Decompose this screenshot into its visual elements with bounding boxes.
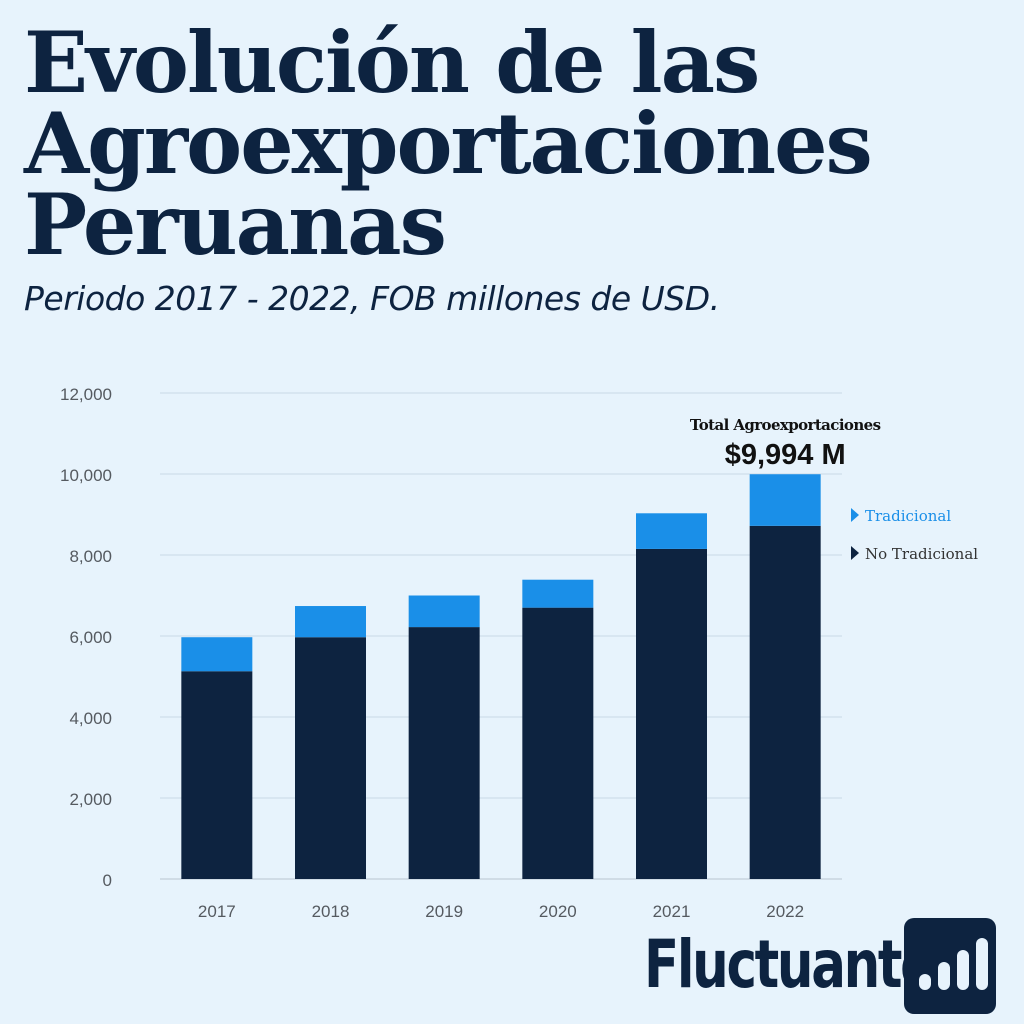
legend-marker (851, 546, 859, 560)
bar-tradicional-2019 (408, 595, 480, 628)
y-tick-label: 10,000 (60, 466, 112, 485)
bar-no-tradicional-2017 (181, 671, 253, 879)
y-tick-label: 6,000 (69, 628, 112, 647)
y-tick-label: 8,000 (69, 547, 112, 566)
bar-no-tradicional-2018 (295, 637, 366, 879)
y-tick-label: 4,000 (69, 709, 112, 728)
bar-no-tradicional-2020 (522, 607, 594, 879)
bar-no-tradicional-2021 (636, 548, 707, 879)
bar-tradicional-2022 (749, 474, 821, 526)
stacked-bar-chart: 0 2,000 4,000 6,000 8,000 10,000 12,000 2017 201… (60, 385, 978, 920)
bar-chart-icon (904, 918, 996, 1014)
page-subtitle: Periodo 2017 - 2022, FOB millones de USD… (24, 279, 720, 318)
x-tick-label: 2021 (653, 902, 691, 920)
title-line-1: Evolución de las (24, 13, 760, 112)
bar-no-tradicional-2019 (408, 627, 480, 879)
x-tick-label: 2022 (766, 902, 804, 920)
x-tick-label: 2017 (198, 902, 236, 920)
x-tick-label: 2018 (312, 902, 350, 920)
title-line-2: Agroexportaciones (24, 94, 873, 193)
y-tick-label: 2,000 (69, 790, 112, 809)
x-tick-label: 2020 (539, 902, 577, 920)
bar-tradicional-2018 (295, 606, 366, 638)
annotation-value: $9,994 M (725, 439, 846, 471)
page-title: Evolución de las Agroexportaciones Perua… (24, 13, 1014, 274)
bar-tradicional-2017 (181, 637, 253, 672)
x-tick-label: 2019 (425, 902, 463, 920)
bar-tradicional-2021 (636, 513, 707, 549)
bar-tradicional-2020 (522, 579, 594, 608)
y-tick-label: 0 (103, 871, 112, 890)
title-line-3: Peruanas (24, 175, 447, 274)
legend-marker (851, 508, 859, 522)
bar-no-tradicional-2022 (749, 525, 821, 879)
y-tick-label: 12,000 (60, 385, 112, 404)
legend-label: No Tradicional (865, 545, 978, 563)
legend-label: Tradicional (865, 507, 951, 525)
annotation-label: Total Agroexportaciones (690, 416, 881, 434)
brand-name: Fluctuante (644, 926, 935, 1003)
